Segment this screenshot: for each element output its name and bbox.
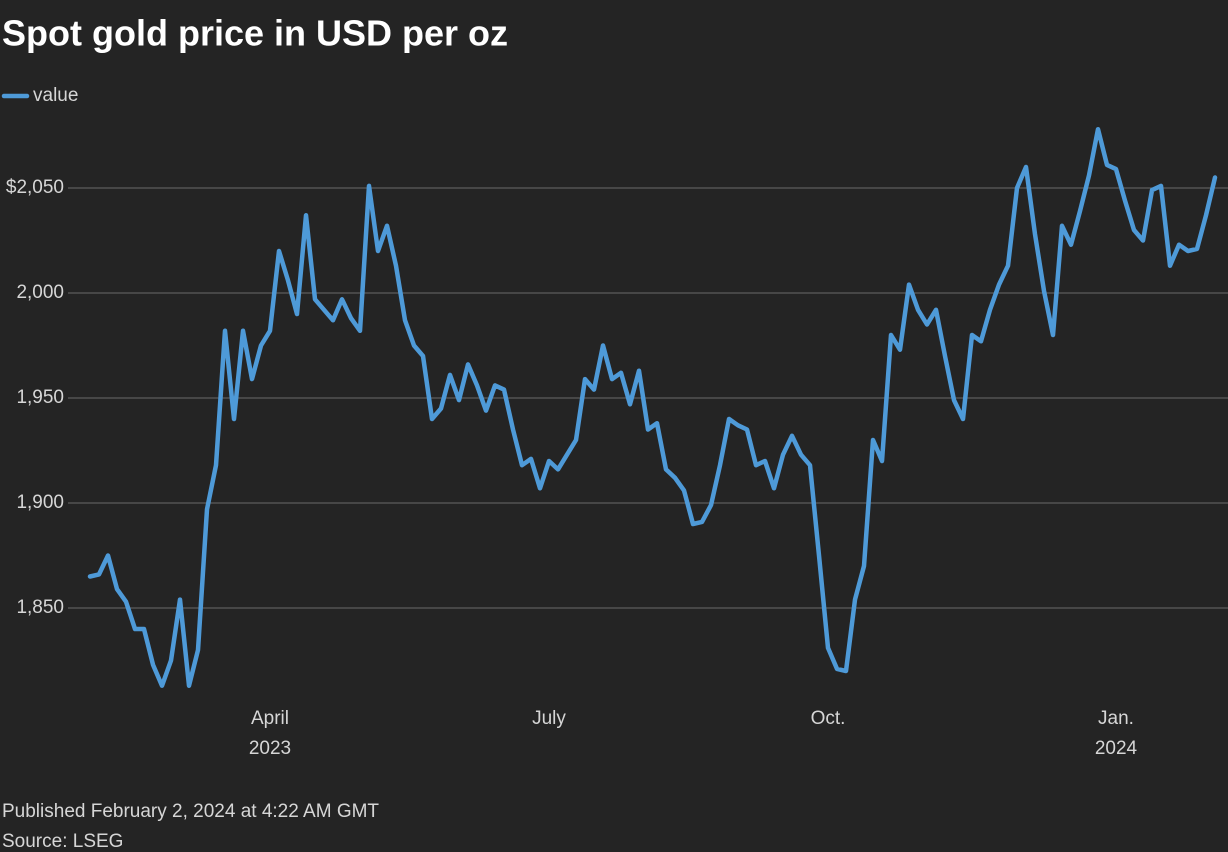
chart-title: Spot gold price in USD per oz [2, 13, 508, 54]
y-tick-label: 1,950 [16, 387, 64, 408]
y-tick-label: 1,900 [16, 492, 64, 513]
source-note: Source: LSEG [2, 831, 123, 852]
y-tick-label: 1,850 [16, 597, 64, 618]
legend-label: value [33, 85, 78, 106]
published-note: Published February 2, 2024 at 4:22 AM GM… [2, 801, 379, 822]
data-line [87, 126, 1218, 688]
x-tick-label: Oct. [810, 708, 846, 729]
y-tick-label: 2,000 [16, 282, 64, 303]
x-tick-label: April 2023 [248, 708, 292, 759]
x-tick-label: Jan. 2024 [1094, 708, 1138, 759]
x-tick-label: July [532, 708, 566, 729]
y-tick-label: $2,050 [6, 177, 64, 198]
